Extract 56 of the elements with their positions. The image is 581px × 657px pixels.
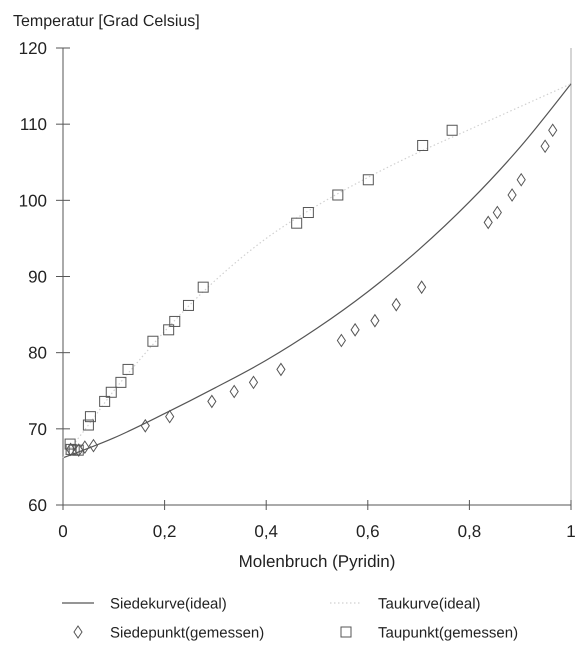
point	[82, 420, 94, 431]
y-tick-label: 80	[28, 344, 47, 363]
point	[80, 440, 90, 454]
point	[165, 410, 174, 424]
legend-label: Taupunkt(gemessen)	[378, 624, 518, 642]
point	[140, 419, 150, 432]
point	[147, 336, 158, 347]
point	[169, 316, 180, 327]
point	[182, 300, 194, 311]
point	[115, 376, 126, 388]
y-tick-label: 70	[28, 420, 47, 439]
point	[446, 124, 458, 136]
legend-label: Siedepunkt(gemessen)	[110, 624, 264, 642]
point	[484, 216, 493, 229]
y-tick-label: 90	[28, 267, 47, 286]
point	[207, 394, 216, 408]
x-axis-title: Molenbruch (Pyridin)	[238, 552, 396, 571]
point	[362, 174, 374, 186]
point	[392, 298, 401, 312]
point	[88, 439, 98, 452]
y-tick-label: 110	[20, 115, 47, 134]
legend-label: Siedekurve(ideal)	[110, 595, 227, 612]
y-tick-label: 120	[18, 38, 47, 58]
y-tick-label: 100	[18, 191, 47, 210]
legend-label: Taukurve(ideal)	[378, 595, 481, 612]
point	[548, 124, 558, 137]
point	[163, 324, 174, 336]
point	[350, 323, 360, 336]
point	[198, 282, 209, 293]
x-tick-label: 0,6	[356, 522, 380, 541]
point	[84, 411, 96, 422]
point	[336, 334, 346, 347]
point	[370, 314, 380, 328]
point	[276, 362, 286, 376]
point	[540, 140, 550, 153]
point	[122, 364, 134, 375]
y-axis-title: Temperatur [Grad Celsius]	[13, 13, 200, 30]
point	[302, 207, 314, 218]
point	[64, 438, 76, 450]
point	[291, 218, 302, 229]
point	[332, 190, 344, 200]
point	[417, 140, 428, 151]
x-tick-label: 1	[566, 522, 576, 541]
x-tick-label: 0,8	[458, 522, 482, 541]
point	[516, 173, 526, 186]
x-tick-label: 0,4	[254, 522, 278, 541]
y-tick-label: 60	[28, 496, 47, 515]
point	[417, 280, 426, 294]
point	[230, 385, 239, 398]
point	[99, 396, 110, 407]
point	[68, 444, 80, 456]
x-tick-label: 0,2	[152, 522, 176, 541]
point	[492, 206, 502, 220]
point	[106, 386, 117, 398]
point	[508, 188, 517, 202]
x-tick-label: 0	[58, 522, 68, 541]
